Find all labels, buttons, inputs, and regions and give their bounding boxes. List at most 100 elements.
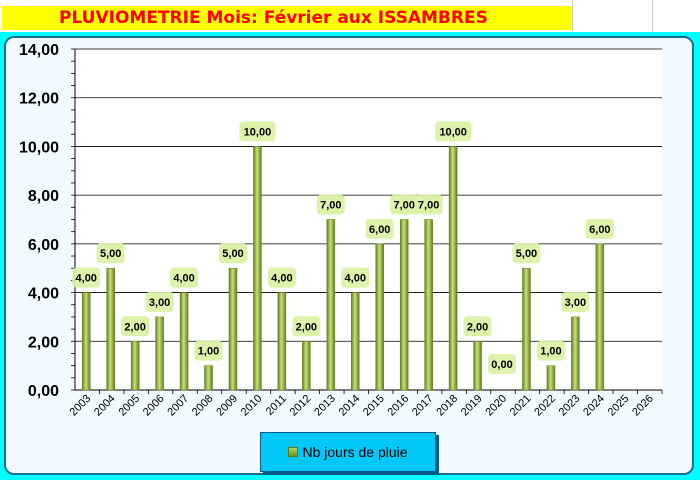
data-label: 7,00 (393, 200, 414, 212)
data-label: 6,00 (369, 224, 390, 236)
data-label-bg (390, 194, 419, 215)
data-label-bg (170, 267, 199, 288)
data-label: 5,00 (516, 248, 537, 260)
bar (546, 365, 556, 391)
data-label-bg (316, 194, 345, 215)
bar (399, 219, 409, 391)
data-label: 2,00 (296, 321, 317, 333)
bar (228, 267, 238, 391)
y-tick-label: 0,00 (28, 383, 59, 400)
bar (155, 316, 164, 391)
x-tick-label: 2012 (288, 393, 314, 419)
bar (204, 365, 213, 391)
data-label: 10,00 (439, 126, 467, 138)
y-tick-label: 14,00 (19, 42, 59, 59)
y-tick-label: 2,00 (28, 334, 59, 351)
data-label-bg (463, 316, 492, 337)
bar (106, 267, 115, 391)
x-tick-label: 2007 (165, 393, 191, 419)
data-label-bg (488, 354, 517, 374)
data-label: 4,00 (173, 273, 194, 285)
bar (179, 292, 189, 391)
data-label-bg (218, 243, 247, 264)
data-label-bg (414, 194, 443, 215)
x-tick-label: 2005 (116, 393, 142, 419)
data-label-bg (365, 218, 394, 239)
x-tick-label: 2003 (68, 393, 94, 419)
x-tick-label: 2016 (386, 393, 412, 419)
bar (424, 219, 433, 391)
x-tick-label: 2011 (264, 393, 289, 418)
bar (375, 243, 384, 391)
y-tick-label: 10,00 (19, 139, 59, 156)
x-tick-label: 2017 (410, 393, 436, 419)
data-label: 7,00 (418, 200, 439, 212)
x-tick-label: 2024 (581, 393, 607, 419)
bar (253, 146, 262, 391)
y-tick-label: 8,00 (28, 188, 59, 205)
x-tick-label: 2018 (434, 393, 460, 419)
bar (473, 341, 482, 391)
bar (571, 316, 580, 391)
legend-swatch-icon (288, 447, 299, 457)
bar (130, 341, 140, 391)
x-tick-label: 2009 (214, 393, 240, 419)
bar (522, 267, 531, 391)
bar (302, 341, 311, 391)
x-tick-label: 2014 (337, 393, 363, 419)
bar (277, 292, 287, 391)
data-label-bg (72, 267, 101, 288)
x-tick-label: 2006 (141, 393, 167, 419)
bar (595, 243, 605, 391)
bar (81, 292, 91, 391)
data-label-bg (435, 121, 472, 142)
data-label: 4,00 (345, 273, 366, 285)
data-label: 3,00 (149, 297, 170, 309)
data-label: 4,00 (76, 273, 97, 285)
x-tick-label: 2004 (92, 393, 118, 419)
x-tick-label: 2021 (508, 393, 534, 419)
data-label-bg (96, 243, 125, 264)
grid-column-line (652, 0, 653, 32)
data-label-bg (194, 340, 223, 361)
data-label: 5,00 (100, 248, 121, 260)
x-tick-label: 2025 (606, 393, 632, 419)
chart-title: PLUVIOMETRIE Mois: Février aux ISSAMBRES (2, 6, 572, 30)
data-label-bg (585, 218, 614, 239)
data-label: 5,00 (222, 248, 243, 260)
legend-label: Nb jours de pluie (302, 444, 408, 460)
data-label-bg (341, 267, 370, 288)
data-label: 10,00 (244, 126, 272, 138)
data-label-bg (145, 291, 174, 312)
y-tick-label: 6,00 (28, 237, 59, 254)
data-label: 1,00 (540, 346, 561, 358)
data-label: 6,00 (589, 224, 610, 236)
x-tick-label: 2020 (483, 393, 509, 419)
y-tick-label: 4,00 (28, 286, 59, 303)
data-label-bg (512, 243, 541, 264)
data-label-bg (561, 291, 590, 312)
data-label-bg (121, 316, 150, 337)
data-label: 4,00 (271, 273, 292, 285)
bar (448, 146, 458, 391)
bar (351, 292, 360, 391)
x-tick-label: 2023 (557, 393, 583, 419)
data-label: 2,00 (124, 321, 145, 333)
data-label: 3,00 (565, 297, 586, 309)
data-label: 0,00 (491, 359, 512, 371)
x-tick-label: 2026 (630, 393, 656, 419)
chart-legend[interactable]: Nb jours de pluie (260, 432, 436, 472)
data-label-bg (536, 340, 565, 361)
y-tick-label: 12,00 (19, 91, 59, 108)
x-tick-label: 2013 (312, 393, 338, 419)
x-tick-label: 2022 (532, 393, 558, 419)
x-tick-label: 2019 (459, 393, 485, 419)
data-label-bg (267, 267, 296, 288)
grid-column-line (572, 0, 573, 32)
x-tick-label: 2008 (190, 393, 216, 419)
data-label: 1,00 (198, 346, 219, 358)
x-tick-label: 2015 (361, 393, 387, 419)
data-label: 2,00 (467, 321, 488, 333)
x-tick-label: 2010 (239, 393, 265, 419)
